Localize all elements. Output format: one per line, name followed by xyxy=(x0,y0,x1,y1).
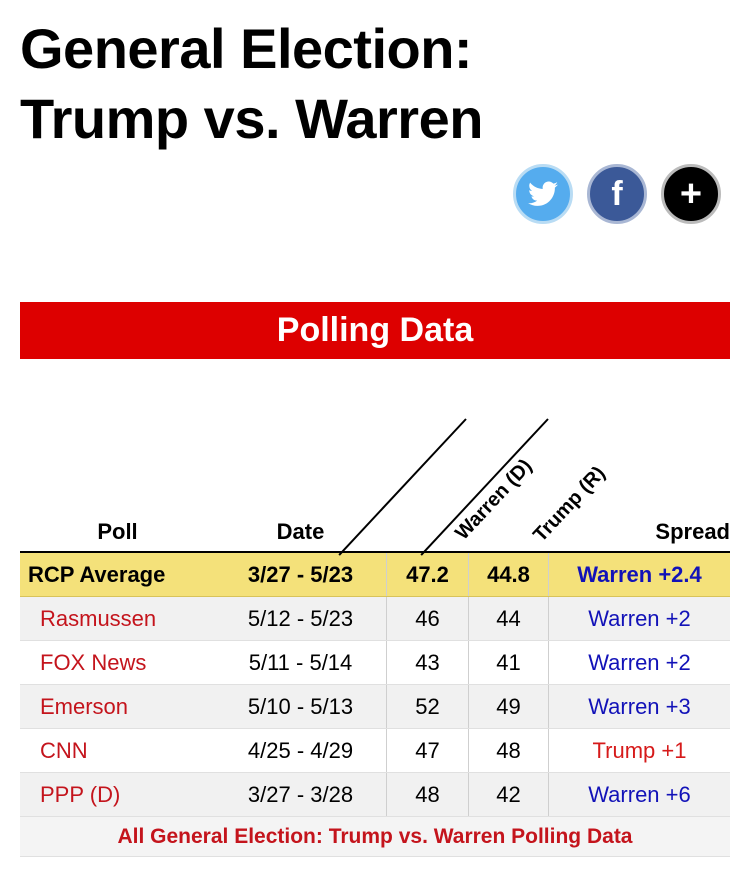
table-row: Rasmussen 5/12 - 5/23 46 44 Warren +2 xyxy=(20,597,730,641)
spread-cell: Warren +3 xyxy=(548,685,730,728)
date-cell: 5/10 - 5/13 xyxy=(247,693,354,719)
pollster-link[interactable]: PPP (D) xyxy=(40,781,121,807)
table-row: PPP (D) 3/27 - 3/28 48 42 Warren +6 xyxy=(20,773,730,817)
column-header-trump-label: Trump (R) xyxy=(529,462,610,547)
twitter-bird-icon xyxy=(528,181,558,206)
pollster-link[interactable]: Rasmussen xyxy=(40,605,157,631)
date-cell: 5/11 - 5/14 xyxy=(248,649,353,675)
polling-table: Poll Date Warren (D) Trump (R) Spread RC… xyxy=(20,410,730,857)
trump-cell: 41 xyxy=(468,641,548,684)
spread-cell: Warren +2 xyxy=(548,641,730,684)
polling-data-banner: Polling Data xyxy=(20,302,730,359)
column-header-date[interactable]: Date xyxy=(276,519,325,544)
trump-cell: 42 xyxy=(468,773,548,816)
rcp-average-row: RCP Average 3/27 - 5/23 47.2 44.8 Warren… xyxy=(20,553,730,597)
spread-cell: Trump +1 xyxy=(548,729,730,772)
date-cell: 3/27 - 3/28 xyxy=(247,781,354,807)
column-header-poll[interactable]: Poll xyxy=(97,519,138,544)
share-bar: f + xyxy=(513,164,721,224)
trump-cell: 48 xyxy=(468,729,548,772)
average-warren-cell: 47.2 xyxy=(386,553,468,596)
table-header: Poll Date Warren (D) Trump (R) Spread xyxy=(20,410,730,556)
warren-cell: 52 xyxy=(386,685,468,728)
warren-cell: 47 xyxy=(386,729,468,772)
trump-cell: 49 xyxy=(468,685,548,728)
spread-cell: Warren +6 xyxy=(548,773,730,816)
pollster-link[interactable]: CNN xyxy=(40,737,88,763)
table-row: CNN 4/25 - 4/29 47 48 Trump +1 xyxy=(20,729,730,773)
table-row: Emerson 5/10 - 5/13 52 49 Warren +3 xyxy=(20,685,730,729)
warren-cell: 48 xyxy=(386,773,468,816)
header-divider-line xyxy=(420,418,549,556)
column-header-spread[interactable]: Spread xyxy=(655,519,730,544)
date-cell: 4/25 - 4/29 xyxy=(247,737,354,763)
pollster-link[interactable]: FOX News xyxy=(40,649,147,675)
column-header-warren-label: Warren (D) xyxy=(451,455,537,545)
facebook-f-icon: f xyxy=(611,174,623,213)
plus-icon: + xyxy=(679,173,703,215)
twitter-share-button[interactable] xyxy=(513,164,573,224)
page-title: General Election: Trump vs. Warren xyxy=(20,14,720,154)
date-cell: 5/12 - 5/23 xyxy=(247,605,354,631)
average-poll-cell: RCP Average xyxy=(28,561,166,587)
page-title-line-1: General Election: xyxy=(20,17,473,80)
page-title-line-2: Trump vs. Warren xyxy=(20,87,483,150)
warren-cell: 46 xyxy=(386,597,468,640)
header-divider-line xyxy=(338,418,467,556)
average-date-cell: 3/27 - 5/23 xyxy=(247,561,354,587)
trump-cell: 44 xyxy=(468,597,548,640)
average-spread-cell: Warren +2.4 xyxy=(548,553,730,596)
all-polling-data-link[interactable]: All General Election: Trump vs. Warren P… xyxy=(20,817,730,857)
facebook-share-button[interactable]: f xyxy=(587,164,647,224)
table-row: FOX News 5/11 - 5/14 43 41 Warren +2 xyxy=(20,641,730,685)
average-trump-cell: 44.8 xyxy=(468,553,548,596)
more-share-button[interactable]: + xyxy=(661,164,721,224)
warren-cell: 43 xyxy=(386,641,468,684)
pollster-link[interactable]: Emerson xyxy=(40,693,129,719)
spread-cell: Warren +2 xyxy=(548,597,730,640)
